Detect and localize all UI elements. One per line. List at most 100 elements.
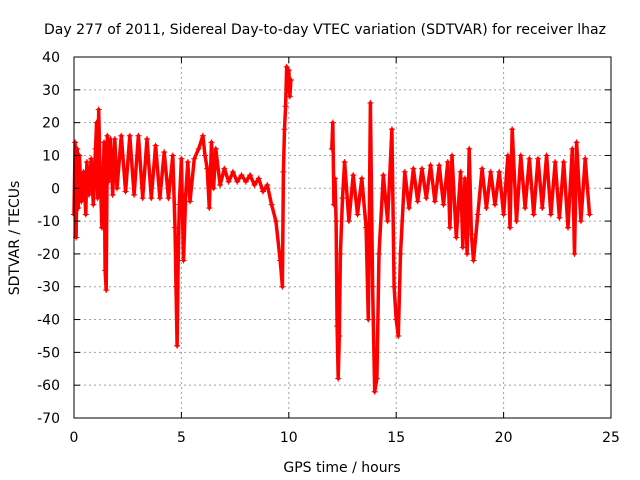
data-point-marker (466, 145, 473, 152)
y-tick-label: 0 (51, 181, 60, 197)
data-point-marker (492, 201, 499, 208)
data-point-marker (229, 168, 236, 175)
data-point-marker (184, 159, 191, 166)
data-point-marker (217, 181, 224, 188)
x-tick-label: 15 (387, 430, 405, 446)
data-point-marker (464, 250, 471, 257)
data-point-marker (539, 204, 546, 211)
data-point-marker (111, 136, 118, 143)
data-point-marker (176, 201, 183, 208)
data-point-marker (330, 201, 337, 208)
y-axis-label: SDTVAR / TECUs (7, 181, 23, 296)
data-point-marker (238, 172, 245, 179)
data-point-marker (453, 234, 460, 241)
data-point-marker (204, 165, 211, 172)
data-point-marker (169, 152, 176, 159)
data-point-marker (105, 178, 112, 185)
data-point-marker (180, 257, 187, 264)
plot-frame (73, 56, 612, 419)
data-point-marker (565, 224, 572, 231)
data-point-marker (195, 145, 202, 152)
data-point-marker (496, 168, 503, 175)
data-point-marker (74, 145, 81, 152)
y-tick-label: -50 (37, 345, 60, 361)
axis-ticks-layer: 0 5 10 15 20 25 -70 -60 -50 -40 -30 -20 -10 0 10 20 30 40 (37, 50, 620, 446)
data-point-marker (161, 149, 168, 156)
data-point-marker (560, 159, 567, 166)
data-point-marker (255, 175, 262, 182)
data-point-marker (507, 224, 514, 231)
data-point-marker (101, 139, 108, 146)
data-point-marker (333, 218, 340, 225)
data-point-marker (186, 198, 193, 205)
data-point-marker (468, 231, 475, 238)
data-point-marker (144, 136, 151, 143)
data-point-marker (284, 86, 291, 93)
data-point-marker (354, 211, 361, 218)
data-point-marker (373, 375, 380, 382)
data-point-marker (96, 159, 103, 166)
data-point-marker (517, 152, 524, 159)
data-point-marker (345, 218, 352, 225)
data-point-marker (571, 250, 578, 257)
data-point-marker (391, 283, 398, 290)
data-point-marker (104, 132, 111, 139)
data-point-marker (483, 204, 490, 211)
data-point-marker (174, 342, 181, 349)
y-tick-label: 10 (42, 148, 60, 164)
data-point-marker (397, 250, 404, 257)
data-point-marker (191, 155, 198, 162)
data-point-marker (208, 139, 215, 146)
data-point-marker (287, 76, 294, 83)
data-point-marker (90, 201, 97, 208)
data-point-marker (365, 316, 372, 323)
data-point-marker (586, 211, 593, 218)
data-point-marker (131, 191, 138, 198)
data-point-marker (449, 152, 456, 159)
y-tick-label: -70 (37, 411, 60, 427)
data-point-marker (395, 332, 402, 339)
data-point-marker (165, 195, 172, 202)
y-tick-label: -40 (37, 313, 60, 329)
data-point-marker (260, 188, 267, 195)
data-point-marker (175, 257, 182, 264)
data-point-marker (371, 388, 378, 395)
data-point-marker (500, 211, 507, 218)
data-point-marker (126, 132, 133, 139)
data-point-marker (264, 181, 271, 188)
data-point-marker (457, 168, 464, 175)
data-point-marker (487, 168, 494, 175)
data-point-marker (182, 191, 189, 198)
data-point-marker (418, 165, 425, 172)
data-point-marker (329, 119, 336, 126)
y-tick-label: 30 (42, 83, 60, 99)
data-point-marker (173, 283, 180, 290)
y-tick-label: 20 (42, 116, 60, 132)
data-point-marker (380, 172, 387, 179)
data-point-marker (336, 332, 343, 339)
data-point-marker (358, 175, 365, 182)
data-point-marker (577, 218, 584, 225)
data-point-marker (286, 93, 293, 100)
x-tick-label: 0 (70, 430, 79, 446)
x-tick-label: 10 (280, 430, 298, 446)
data-point-marker (95, 106, 102, 113)
data-point-marker (247, 172, 254, 179)
data-point-marker (94, 195, 101, 202)
data-point-marker (72, 139, 79, 146)
data-point-marker (178, 155, 185, 162)
data-point-marker (109, 191, 116, 198)
data-point-marker (369, 283, 376, 290)
data-point-marker (280, 168, 287, 175)
data-point-marker (461, 175, 468, 182)
data-point-marker (543, 152, 550, 159)
data-point-marker (509, 126, 516, 133)
series-trace (72, 65, 592, 394)
data-point-marker (234, 178, 241, 185)
x-tick-label: 25 (602, 430, 620, 446)
data-point-marker (272, 218, 279, 225)
chart-title: Day 277 of 2011, Sidereal Day-to-day VTE… (44, 22, 606, 38)
data-point-marker (474, 211, 481, 218)
data-point-marker (436, 162, 443, 169)
